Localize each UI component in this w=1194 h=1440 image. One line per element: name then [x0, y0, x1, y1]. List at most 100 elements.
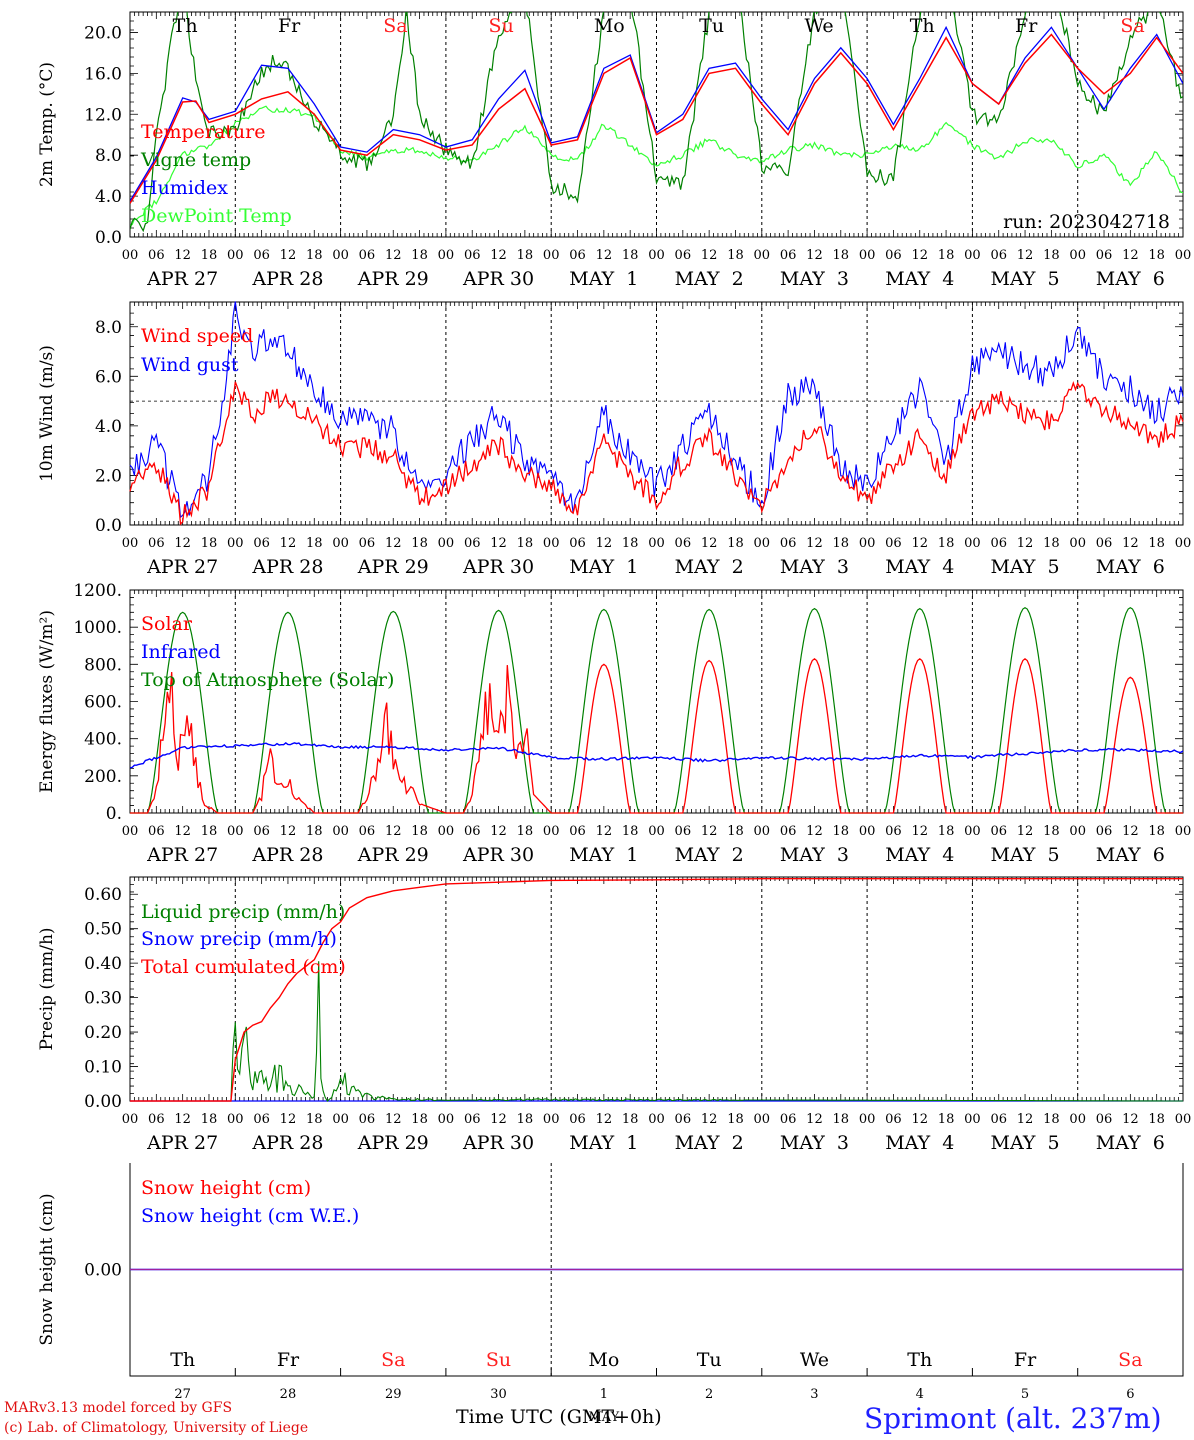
hour-label: 18: [833, 1112, 850, 1127]
hour-label: 06: [780, 536, 797, 551]
hour-label: 00: [964, 248, 981, 263]
hour-label: 06: [253, 1112, 270, 1127]
date-label: APR 28: [251, 268, 323, 290]
hour-label: 00: [332, 536, 349, 551]
dewpoint-line: [130, 105, 1183, 226]
hour-label: 12: [174, 248, 191, 263]
lab-credit: (c) Lab. of Climatology, University of L…: [4, 1420, 309, 1436]
hour-label: 00: [438, 824, 455, 839]
hour-label: 18: [1043, 824, 1060, 839]
hour-label: 18: [517, 1112, 534, 1127]
hour-label: 12: [1122, 536, 1139, 551]
hour-label: 00: [122, 536, 139, 551]
legend-entry: Top of Atmosphere (Solar): [141, 669, 394, 691]
infrared-line: [129, 742, 1184, 769]
hour-ticks: [129, 590, 1184, 813]
y-tick-label: 0.0: [95, 516, 122, 536]
weekday-label: Fr: [1015, 15, 1038, 37]
hour-label: 12: [174, 824, 191, 839]
hour-label: 00: [122, 248, 139, 263]
wind-gust-line: [129, 301, 1184, 519]
weekday-label: Sa: [1118, 1349, 1142, 1371]
run-label: run: 2023042718: [1003, 211, 1170, 233]
hour-label: 06: [780, 248, 797, 263]
hour-label: 06: [675, 1112, 692, 1127]
hour-label: 18: [938, 1112, 955, 1127]
y-tick-label: 0.10: [84, 1058, 122, 1078]
legend-entry: Total cumulated (cm): [141, 956, 346, 978]
hour-label: 18: [306, 1112, 323, 1127]
hour-label: 12: [1017, 536, 1034, 551]
hour-label: 06: [1096, 536, 1113, 551]
weekday-label: Mo: [588, 1349, 619, 1371]
y-tick-label: 2.0: [95, 466, 122, 486]
hour-label: 18: [727, 536, 744, 551]
y-axis-label: 10m Wind (m/s): [37, 345, 57, 482]
date-label: MAY 4: [885, 1132, 954, 1154]
hour-label: 00: [122, 1112, 139, 1127]
weekday-label: Th: [907, 1349, 932, 1371]
hour-label: 12: [596, 536, 613, 551]
weekday-label: Su: [486, 1349, 511, 1371]
hour-label: 12: [385, 536, 402, 551]
date-label: APR 29: [357, 556, 429, 578]
hour-label: 00: [438, 248, 455, 263]
day-number: 29: [385, 1387, 402, 1402]
hour-label: 06: [990, 536, 1007, 551]
day-number: 28: [280, 1387, 297, 1402]
y-tick-label: 0.: [106, 804, 122, 824]
hour-label: 12: [701, 824, 718, 839]
weekday-label: We: [800, 1349, 829, 1371]
day-number: 6: [1126, 1387, 1134, 1402]
day-number: 1: [600, 1387, 608, 1402]
hour-label: 06: [464, 536, 481, 551]
hour-label: 18: [1148, 824, 1165, 839]
panel-snow: 0.00 Snow height (cm) Snow height (cm) Snow…: [37, 1163, 1184, 1425]
hour-ticks: [129, 302, 1184, 525]
hour-label: 18: [517, 248, 534, 263]
y-tick-label: 4.0: [95, 187, 122, 207]
hour-label: 06: [464, 824, 481, 839]
hour-label: 18: [938, 248, 955, 263]
legend-entry: Snow height (cm): [141, 1177, 311, 1199]
hour-label: 00: [859, 536, 876, 551]
panel-frame: [129, 589, 1184, 814]
hour-label: 12: [1122, 1112, 1139, 1127]
date-label: MAY 4: [885, 556, 954, 578]
hour-label: 00: [964, 536, 981, 551]
hour-label: 18: [1043, 1112, 1060, 1127]
hour-label: 18: [727, 248, 744, 263]
hour-label: 00: [964, 824, 981, 839]
hour-label: 12: [911, 824, 928, 839]
hour-label: 06: [675, 536, 692, 551]
hour-label: 12: [701, 536, 718, 551]
y-tick-label: 0.20: [84, 1023, 122, 1043]
date-label: MAY 4: [885, 844, 954, 866]
hour-label: 12: [806, 536, 823, 551]
vigne-line: [130, 12, 1183, 233]
hour-label: 12: [174, 536, 191, 551]
hour-label: 00: [1175, 248, 1192, 263]
hour-label: 12: [490, 536, 507, 551]
hour-label: 12: [596, 1112, 613, 1127]
weekday-label: Sa: [383, 15, 407, 37]
y-tick-label: 0.0: [95, 228, 122, 248]
hour-label: 00: [1069, 1112, 1086, 1127]
day-number: 27: [174, 1387, 191, 1402]
y-axis-label: Precip (mm/h): [37, 927, 57, 1050]
hour-label: 12: [1017, 1112, 1034, 1127]
date-label: MAY 1: [569, 556, 638, 578]
hour-label: 00: [648, 536, 665, 551]
weekday-label: Mo: [594, 15, 625, 37]
hour-label: 06: [569, 1112, 586, 1127]
y-tick-label: 0.00: [84, 1261, 122, 1281]
total-cumulated-line: [130, 878, 1183, 1102]
liquid-precip-line: [130, 961, 1183, 1102]
y-tick-label: 0.00: [84, 1092, 122, 1112]
hour-label: 12: [280, 248, 297, 263]
date-label: APR 27: [146, 1132, 218, 1154]
hour-label: 18: [622, 824, 639, 839]
hour-label: 06: [1096, 1112, 1113, 1127]
y-tick-label: 20.0: [84, 23, 122, 43]
hour-label: 00: [438, 1112, 455, 1127]
